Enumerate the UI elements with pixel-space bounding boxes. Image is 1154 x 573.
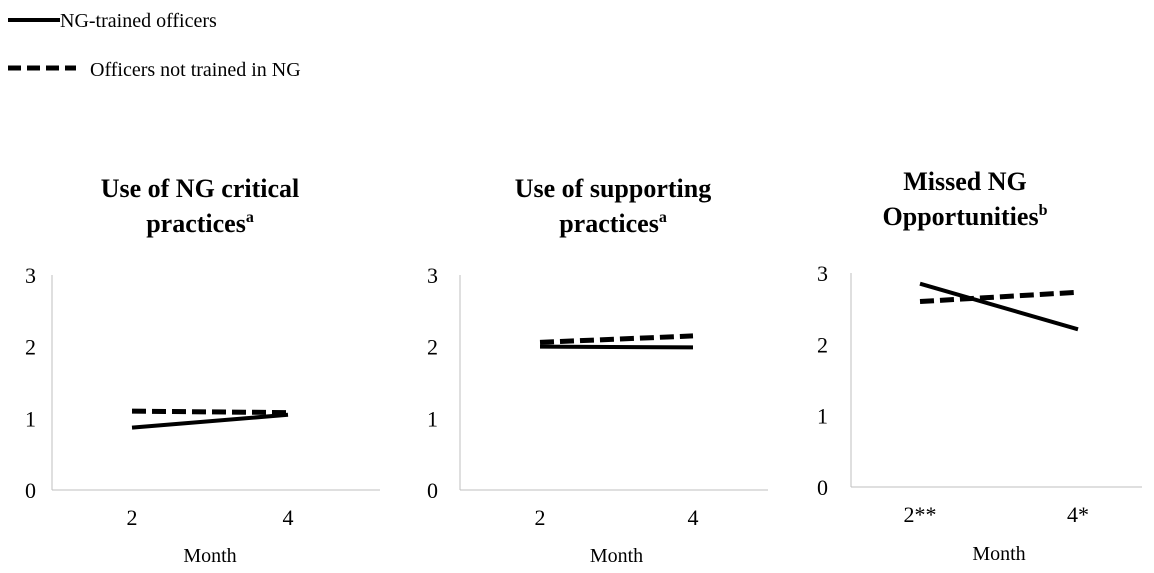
chart-title-line2: Opportunitiesb xyxy=(883,202,1048,231)
chart-title-line1: Missed NG xyxy=(903,167,1027,196)
series-line-not-trained xyxy=(539,333,694,345)
y-tick-label: 0 xyxy=(817,475,828,500)
y-tick-label: 2 xyxy=(427,335,438,360)
y-tick-label: 3 xyxy=(25,263,36,288)
y-tick-label: 2 xyxy=(25,335,36,360)
x-axis-label: Month xyxy=(183,545,236,567)
chart-title-line2-text: practices xyxy=(559,209,659,238)
series-line-not-trained xyxy=(919,289,1079,305)
x-tick-label: 2 xyxy=(127,505,138,530)
x-tick-label: 2** xyxy=(904,502,937,527)
chart-panel-2: Use of supporting practicesa 0 1 2 3 2 4 Month xyxy=(427,174,768,567)
y-tick-label: 0 xyxy=(427,478,438,503)
chart-title-line2-text: practices xyxy=(146,209,246,238)
legend-label-trained: NG-trained officers xyxy=(60,10,217,32)
x-tick-label: 4 xyxy=(283,505,294,530)
legend-label-not-trained: Officers not trained in NG xyxy=(90,59,301,81)
series-line-trained xyxy=(131,412,289,430)
y-tick-label: 3 xyxy=(427,263,438,288)
x-axis-label: Month xyxy=(590,545,643,567)
chart-title-superscript: a xyxy=(246,209,254,226)
series-line-not-trained xyxy=(131,408,289,416)
series-line-trained xyxy=(919,281,1079,332)
x-tick-label: 4* xyxy=(1067,502,1089,527)
y-tick-label: 2 xyxy=(817,332,828,357)
chart-panel-1: Use of NG critical practicesa 0 1 2 3 2 4 Month xyxy=(25,174,380,567)
chart-title-line2: practicesa xyxy=(559,209,667,238)
y-tick-label: 3 xyxy=(817,261,828,286)
series-line-trained xyxy=(539,344,694,350)
chart-title-line1: Use of supporting xyxy=(515,174,711,203)
y-tick-label: 0 xyxy=(25,478,36,503)
x-tick-label: 2 xyxy=(535,505,546,530)
chart-title-line2-text: Opportunities xyxy=(883,202,1039,231)
chart-panel-3: Missed NG Opportunitiesb 0 1 2 3 2** 4* Month xyxy=(817,167,1142,565)
x-axis-label: Month xyxy=(972,543,1025,565)
chart-title-line1: Use of NG critical xyxy=(101,174,300,203)
chart-title-superscript: a xyxy=(659,209,667,226)
y-tick-label: 1 xyxy=(427,406,438,431)
chart-title-superscript: b xyxy=(1039,202,1048,219)
y-tick-label: 1 xyxy=(817,404,828,429)
x-tick-label: 4 xyxy=(688,505,699,530)
chart-title-line2: practicesa xyxy=(146,209,254,238)
y-tick-label: 1 xyxy=(25,406,36,431)
legend: NG-trained officers Officers not trained… xyxy=(8,10,301,81)
